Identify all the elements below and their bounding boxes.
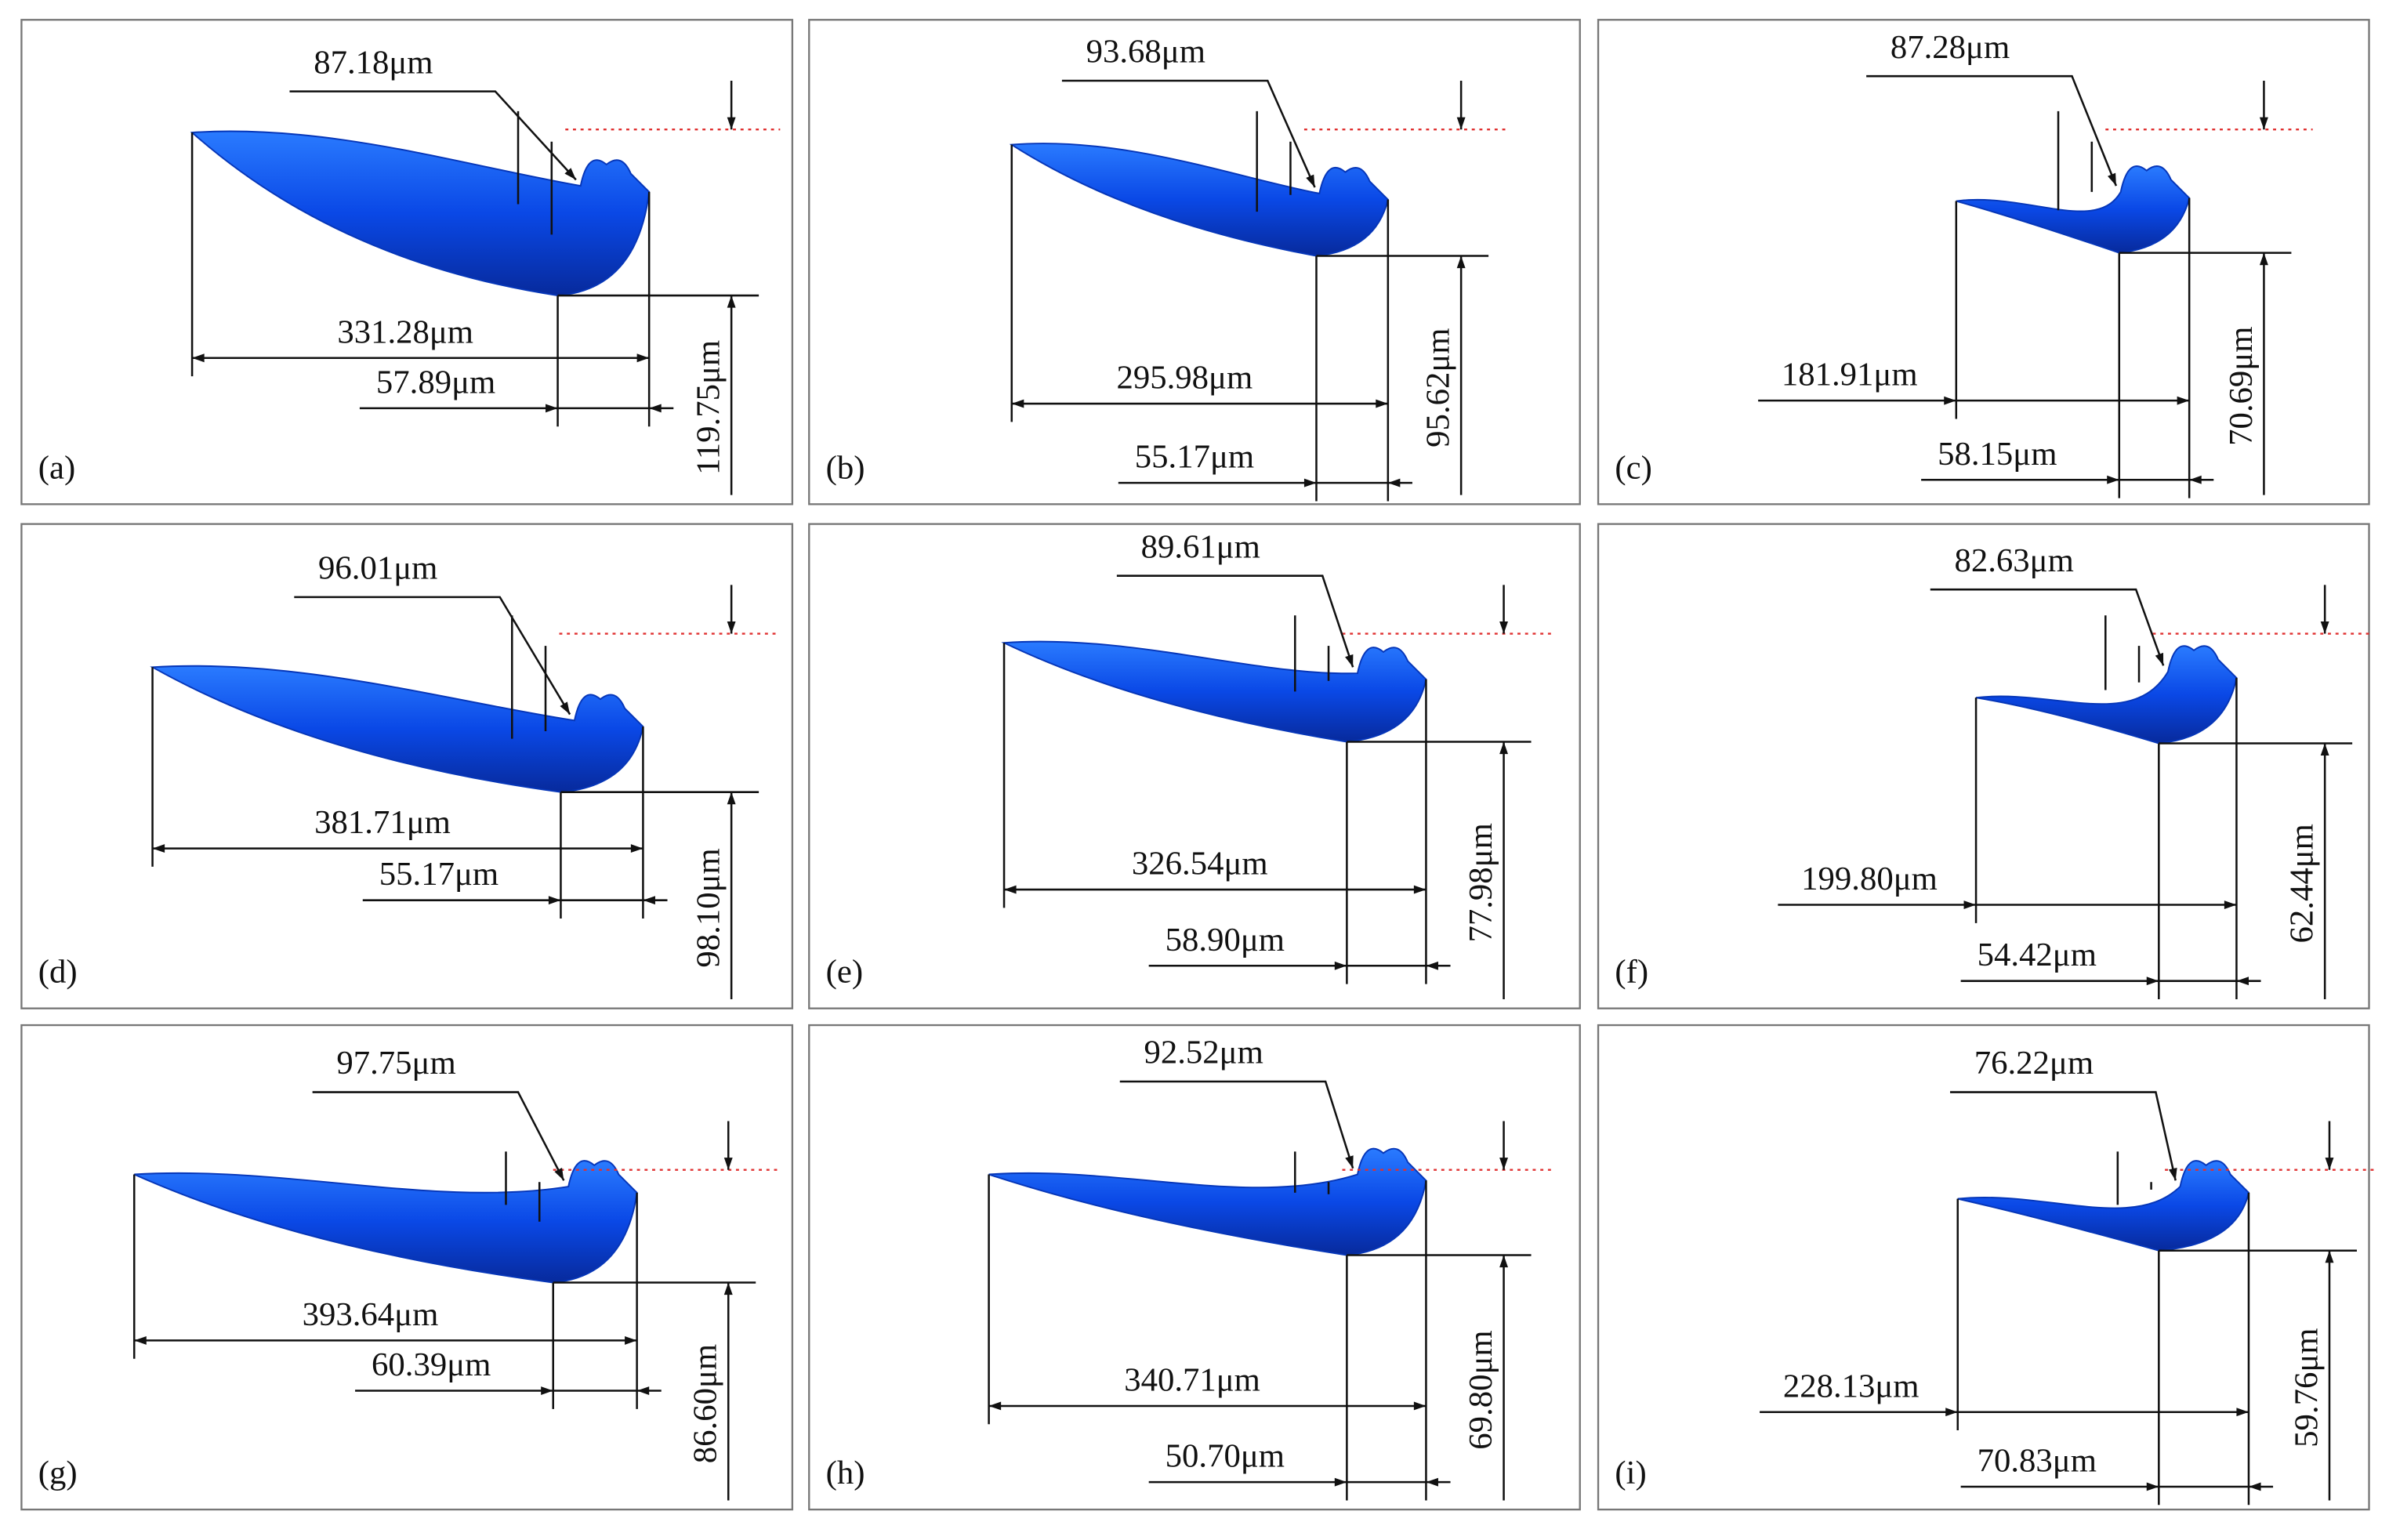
height-label: 86.60μm (687, 1344, 724, 1463)
panel-frame (1597, 523, 2370, 1009)
length-label: 295.98μm (1116, 360, 1253, 397)
height-label: 119.75μm (691, 340, 727, 475)
particle-shape (190, 130, 651, 297)
height-label: 62.44μm (2284, 824, 2321, 943)
depth-label: 97.75μm (336, 1045, 455, 1082)
particle-shape (988, 1147, 1427, 1256)
leader-line (294, 596, 571, 716)
depth-label: 89.61μm (1141, 528, 1260, 565)
width-label: 60.39μm (372, 1346, 491, 1383)
width-label: 55.17μm (379, 856, 498, 893)
panel: (e) 326.54μm 58.90μm 77.98μm 89.61μm (808, 523, 1581, 1009)
height-label: 95.62μm (1420, 328, 1457, 447)
panel: (a) 331.28μm 57.89μm 119.75μm 87.18μm (20, 19, 794, 505)
panel-label: (a) (38, 449, 75, 486)
length-label: 381.71μm (314, 804, 451, 841)
leader-line (1119, 1080, 1354, 1169)
leader-line (1116, 574, 1354, 668)
width-label: 70.83μm (1978, 1443, 2097, 1480)
height-label: 98.10μm (691, 848, 727, 967)
length-label: 326.54μm (1132, 846, 1268, 882)
depth-label: 76.22μm (1974, 1045, 2094, 1082)
particle-shape (1001, 640, 1427, 743)
length-label: 181.91μm (1782, 357, 1918, 393)
leader-line (1930, 588, 2165, 666)
length-label: 228.13μm (1783, 1368, 1920, 1404)
panel: (d) 381.71μm 55.17μm 98.10μm 96.01μm (20, 523, 794, 1009)
panel-frame (20, 19, 794, 505)
width-label: 50.70μm (1165, 1438, 1285, 1475)
width-label: 58.15μm (1938, 436, 2057, 473)
length-label: 340.71μm (1124, 1362, 1260, 1399)
width-label: 54.42μm (1978, 937, 2097, 973)
particle-shape (150, 665, 644, 793)
panel-frame (1597, 19, 2370, 505)
particle-shape (1009, 143, 1389, 257)
panel-label: (g) (38, 1455, 78, 1491)
width-label: 57.89μm (376, 364, 495, 400)
length-label: 393.64μm (303, 1296, 439, 1333)
panel-label: (b) (826, 449, 865, 486)
height-label: 59.76μm (2288, 1328, 2325, 1447)
panel-label: (c) (1615, 449, 1651, 486)
panel-label: (f) (1615, 954, 1648, 991)
particle-shape (1975, 645, 2238, 745)
depth-label: 82.63μm (1954, 542, 2073, 579)
panel-label: (d) (38, 954, 78, 991)
depth-label: 93.68μm (1086, 34, 1205, 71)
height-label: 69.80μm (1463, 1330, 1499, 1449)
panel-label: (i) (1615, 1455, 1646, 1491)
panel: (h) 340.71μm 50.70μm 69.80μm 92.52μm (808, 1024, 1581, 1511)
panel-frame (20, 523, 794, 1009)
particle-shape (1956, 165, 2191, 254)
leader-line (312, 1091, 565, 1181)
leader-line (1061, 79, 1316, 188)
length-label: 331.28μm (337, 313, 473, 350)
depth-label: 92.52μm (1144, 1035, 1263, 1071)
width-label: 55.17μm (1135, 439, 1254, 476)
height-label: 77.98μm (1463, 823, 1499, 942)
particle-shape (1957, 1160, 2250, 1252)
depth-label: 87.28μm (1891, 29, 2010, 66)
particle-shape (133, 1160, 638, 1284)
width-label: 58.90μm (1165, 922, 1285, 958)
panel: (b) 295.98μm 55.17μm 95.62μm 93.68μm (808, 19, 1581, 505)
panel-frame (808, 19, 1581, 505)
panel-label: (e) (826, 954, 863, 991)
leader-line (1950, 1091, 2177, 1181)
panel: (g) 393.64μm 60.39μm 86.60μm 97.75μm (20, 1024, 794, 1511)
leader-line (289, 90, 577, 181)
panel: (c) 181.91μm 58.15μm 70.69μm 87.28μm (1597, 19, 2370, 505)
panel: (i) 228.13μm 70.83μm 59.76μm 76.22μm (1597, 1024, 2379, 1511)
depth-label: 87.18μm (314, 44, 433, 81)
length-label: 199.80μm (1801, 861, 1938, 897)
panel-frame (1597, 1024, 2370, 1511)
panel: (f) 199.80μm 54.42μm 62.44μm 82.63μm (1597, 523, 2374, 1009)
panel-label: (h) (826, 1455, 865, 1491)
panel-frame (20, 1024, 794, 1511)
depth-label: 96.01μm (318, 550, 437, 587)
leader-line (1866, 74, 2118, 187)
panel-frame (808, 523, 1581, 1009)
panel-frame (808, 1024, 1581, 1511)
height-label: 70.69μm (2223, 327, 2260, 446)
